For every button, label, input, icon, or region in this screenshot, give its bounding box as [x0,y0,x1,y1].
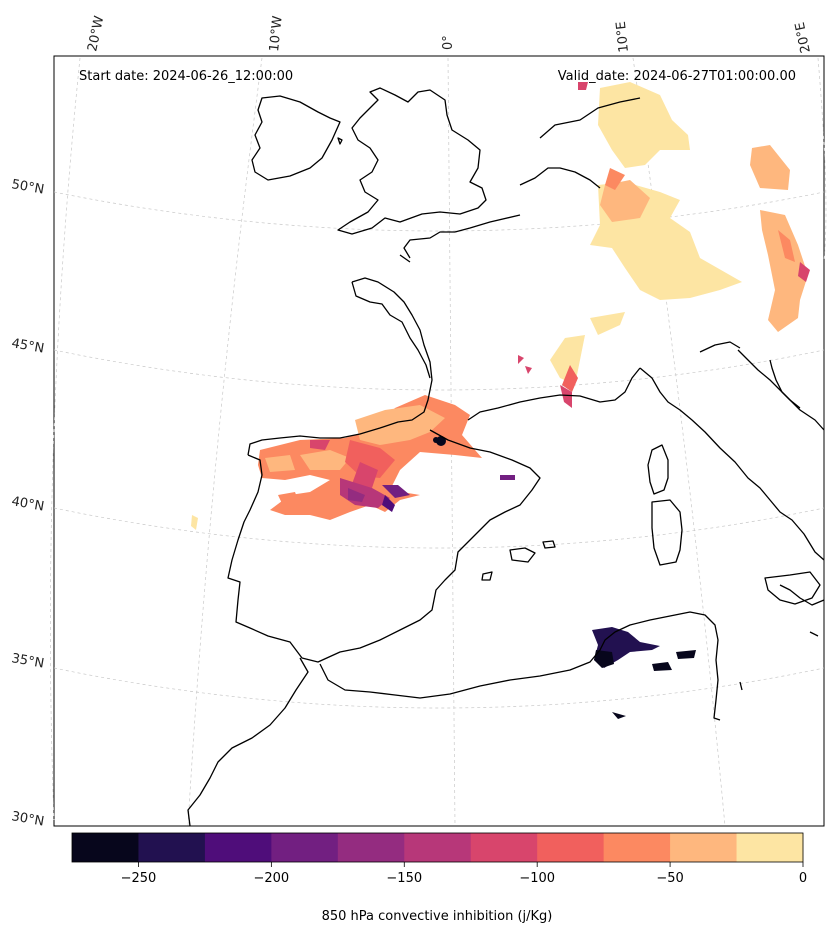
lon-label: 10°E [614,20,632,53]
lon-label: 20°E [793,21,814,55]
cin-field [191,82,810,719]
lon-label: 0° [441,35,456,50]
coast-italy [639,341,825,606]
cin-dot-pyrenees [433,436,446,446]
lat-label: 40°N [10,494,45,514]
coast-iberia [227,429,541,663]
coast-great-britain [337,87,487,235]
valid-date-label: Valid_date: 2024-06-27T01:00:00.00 [558,69,796,84]
cin-patch-iberia [191,395,515,530]
colorbar-swatch [470,833,538,862]
cin-patch-northeast [518,82,810,408]
colorbar-swatch [271,833,339,862]
longitude-labels: 20°W 10°W 0° 10°E 20°E [85,14,814,54]
colorbar-ticks: −250 −200 −150 −100 −50 0 [121,862,807,886]
coast-europe-mainland [247,97,641,456]
coast-france-med [467,367,641,421]
colorbar-tick-label: −50 [656,871,683,886]
coast-balearic-mallorca [509,547,536,563]
coast-balearic-ibiza [481,571,493,581]
latitude-labels: 50°N 45°N 40°N 35°N 30°N [10,177,45,829]
colorbar-swatch [736,833,804,862]
coast-isle-of-man [337,137,343,145]
coast-sardinia [651,499,683,566]
coast-france-west [351,281,431,379]
colorbar-swatch [537,833,605,862]
colorbar-swatch [603,833,671,862]
colorbar-label: 850 hPa convective inhibition (j/Kg) [322,909,553,924]
colorbar-tick-label: 0 [799,871,807,886]
colorbar-swatch [138,833,206,862]
lat-label: 45°N [10,336,45,356]
coast-adriatic [769,359,801,409]
coast-ireland [251,95,341,181]
colorbar-tick-label: −100 [519,871,555,886]
coastlines [187,87,825,827]
lat-label: 50°N [10,177,45,197]
coast-north-africa [187,611,819,827]
colorbar-tick-label: −200 [254,871,290,886]
lon-label: 10°W [267,15,286,52]
coast-sicily [764,571,821,605]
colorbar-tick-label: −150 [386,871,422,886]
colorbar-swatch [404,833,472,862]
coast-corsica [647,444,669,495]
colorbar-tick-label: −250 [121,871,157,886]
colorbar-swatches [72,833,804,862]
colorbar: −250 −200 −150 −100 −50 0 850 hPa convective … [71,832,807,924]
coast-balearic-menorca [542,540,556,549]
colorbar-swatch [670,833,738,862]
lon-label: 20°W [85,14,107,52]
colorbar-outline [71,832,804,863]
colorbar-swatch [337,833,405,862]
lat-label: 30°N [10,809,45,829]
lat-label: 35°N [10,651,45,671]
colorbar-swatch [204,833,272,862]
colorbar-swatch [72,833,139,862]
start-date-label: Start date: 2024-06-26_12:00:00 [79,69,293,84]
